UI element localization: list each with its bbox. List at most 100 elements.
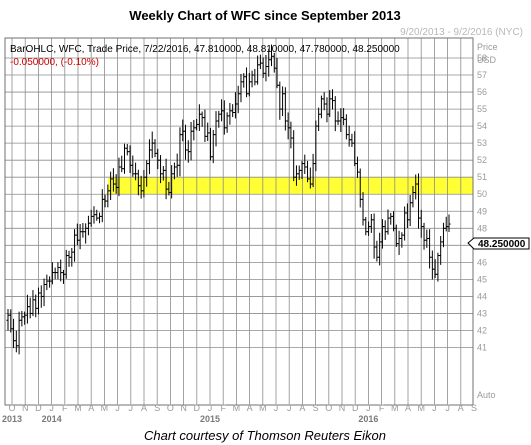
x-year-label: 2013: [2, 414, 22, 424]
x-tick-label: M: [233, 403, 241, 413]
ohlc-bar: [361, 192, 365, 226]
ohlc-bar: [195, 118, 199, 131]
x-tick-label: S: [154, 403, 160, 413]
ohlc-bar: [42, 278, 46, 307]
x-tick-label: S: [313, 403, 319, 413]
x-tick-label: J: [366, 403, 371, 413]
ohlc-bar: [397, 230, 401, 255]
ohlc-bar: [272, 52, 276, 73]
ohlc-bar: [314, 120, 318, 172]
ohlc-header-text: BarOHLC, WFC, Trade Price, 7/22/2016, 47…: [10, 44, 400, 55]
y-tick-label: 48: [477, 223, 487, 233]
x-tick-label: M: [101, 403, 109, 413]
x-tick-label: O: [325, 403, 332, 413]
plot-frame: [4, 37, 474, 406]
x-tick-label: J: [432, 403, 437, 413]
ohlc-bar: [31, 290, 35, 317]
ohlc-bar: [289, 121, 293, 149]
x-tick-label: F: [62, 403, 68, 413]
ohlc-bar: [386, 209, 390, 235]
x-year-label: 2016: [358, 414, 378, 424]
y-tick-label: 56: [477, 87, 487, 97]
x-tick-label: J: [274, 403, 279, 413]
x-tick-label: A: [88, 403, 94, 413]
last-price-marker: 48.250000: [467, 237, 530, 250]
chart-credit: Chart courtesy of Thomson Reuters Eikon: [144, 428, 386, 443]
ohlc-bar: [256, 55, 260, 85]
ohlc-bar: [6, 309, 10, 331]
ohlc-bar: [208, 127, 213, 161]
x-tick-label: M: [74, 403, 82, 413]
ohlc-bar: [350, 133, 354, 147]
x-tick-label: M: [417, 403, 425, 413]
ohlc-bar: [336, 111, 340, 125]
y-tick-label: 42: [477, 325, 487, 335]
y-axis-ticks: 414243444546474849505152535455565758: [477, 53, 487, 353]
ohlc-bar: [147, 139, 152, 175]
ohlc-bar: [183, 124, 188, 160]
ohlc-bar: [25, 294, 30, 324]
ohlc-bar: [364, 217, 368, 236]
ohlc-bar: [89, 209, 93, 227]
x-tick-label: M: [259, 403, 267, 413]
ohlc-bar: [197, 104, 201, 131]
ohlc-bar: [156, 148, 160, 170]
axis-title-unit: USD: [477, 55, 497, 65]
x-tick-label: J: [129, 403, 134, 413]
x-tick-label: J: [49, 403, 54, 413]
ohlc-bar: [36, 287, 41, 315]
ohlc-bar: [48, 276, 52, 288]
ohlc-bar: [186, 140, 190, 163]
x-tick-label: J: [445, 403, 450, 413]
ohlc-bar: [430, 250, 434, 280]
ohlc-bar: [231, 104, 235, 118]
ohlc-bar: [378, 232, 382, 266]
x-tick-label: D: [35, 403, 42, 413]
x-tick-label: J: [287, 403, 292, 413]
x-tick-label: N: [22, 403, 29, 413]
x-tick-label: J: [208, 403, 213, 413]
ohlc-bar: [280, 86, 285, 117]
ohlc-bar: [92, 206, 96, 224]
ohlc-bar: [375, 240, 379, 262]
ohlc-bar: [67, 250, 71, 267]
y-tick-label: 50: [477, 189, 487, 199]
axis-title-price: Price: [477, 42, 498, 52]
ohlc-bar: [75, 223, 79, 246]
x-year-label: 2014: [42, 414, 62, 424]
ohlc-bars: [6, 44, 451, 355]
ohlc-bar: [59, 259, 63, 282]
ohlc-bar: [70, 247, 74, 267]
x-tick-label: O: [167, 403, 174, 413]
ohlc-bar: [405, 203, 409, 229]
ohlc-bar: [120, 155, 124, 173]
ohlc-bar: [192, 120, 196, 141]
ohlc-bar: [441, 222, 446, 248]
x-tick-label: A: [247, 403, 253, 413]
ohlc-bar: [125, 143, 129, 156]
x-tick-label: A: [141, 403, 147, 413]
ohlc-bar: [81, 223, 85, 238]
ohlc-bar: [278, 81, 282, 120]
x-year-label: 2015: [200, 414, 220, 424]
x-tick-label: A: [299, 403, 305, 413]
ohlc-bar: [250, 70, 254, 88]
ohlc-bar: [217, 110, 221, 128]
y-tick-label: 44: [477, 291, 487, 301]
last-price-box: [467, 237, 530, 250]
ohlc-bar: [228, 102, 232, 125]
x-tick-label: O: [8, 403, 15, 413]
y-tick-label: 41: [477, 343, 487, 353]
ohlc-bar: [244, 67, 249, 98]
y-tick-label: 53: [477, 138, 487, 148]
y-tick-label: 58: [477, 53, 487, 63]
ohlc-bar: [264, 54, 268, 82]
ohlc-bar: [34, 294, 38, 318]
ohlc-bar: [247, 72, 251, 97]
ohlc-bar: [97, 212, 102, 224]
ohlc-bar: [211, 129, 215, 164]
x-tick-label: M: [391, 403, 399, 413]
ohlc-bar: [225, 112, 229, 133]
ohlc-bar: [214, 111, 218, 147]
